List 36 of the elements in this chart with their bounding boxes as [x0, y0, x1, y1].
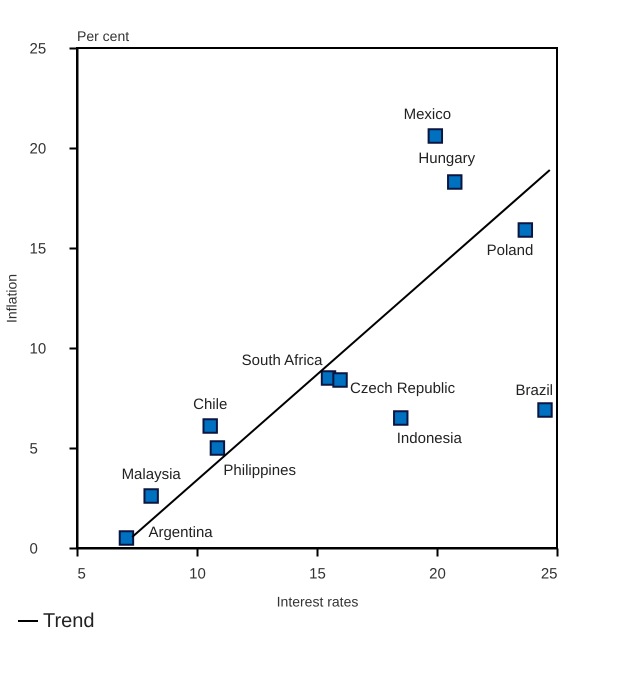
- point: [202, 418, 218, 434]
- annotation: Czech Republic: [350, 380, 456, 397]
- point: [393, 410, 408, 426]
- annotation: Philippines: [223, 462, 296, 479]
- annotation: South Africa: [242, 352, 324, 369]
- x-tick-label: 25: [540, 566, 558, 582]
- x-tick-label: 20: [429, 566, 446, 582]
- y-tick-label: 0: [30, 540, 38, 558]
- annotation: Poland: [486, 242, 534, 259]
- point: [518, 222, 534, 238]
- y-axis-title: Inflation: [4, 274, 20, 324]
- point: [143, 488, 159, 504]
- annotation: Indonesia: [396, 430, 462, 447]
- point: [447, 174, 462, 190]
- x-axis-title: Interest rates: [276, 594, 358, 610]
- annotation: Brazil: [515, 382, 553, 399]
- point: [210, 440, 226, 456]
- annotation: Mexico: [404, 106, 452, 123]
- point: [537, 402, 553, 418]
- annotation: Chile: [193, 396, 228, 413]
- y-tick-label: 20: [30, 140, 46, 158]
- annotation: Malaysia: [122, 466, 182, 483]
- x-tick-label: 15: [309, 566, 326, 582]
- point: [332, 372, 348, 388]
- text: Per cent: [77, 28, 130, 44]
- point: [428, 128, 444, 144]
- y-tick-label: 25: [30, 40, 46, 58]
- annotation: Hungary: [418, 150, 476, 167]
- annotation: Argentina: [148, 524, 214, 541]
- y-tick-label: 10: [30, 340, 46, 358]
- y-tick-label: 5: [30, 440, 38, 458]
- legend-label: Trend: [43, 610, 95, 632]
- point: [118, 530, 134, 546]
- x-tick-label: 5: [78, 566, 86, 582]
- x-tick-label: 10: [189, 566, 206, 582]
- y-tick-label: 15: [30, 240, 46, 258]
